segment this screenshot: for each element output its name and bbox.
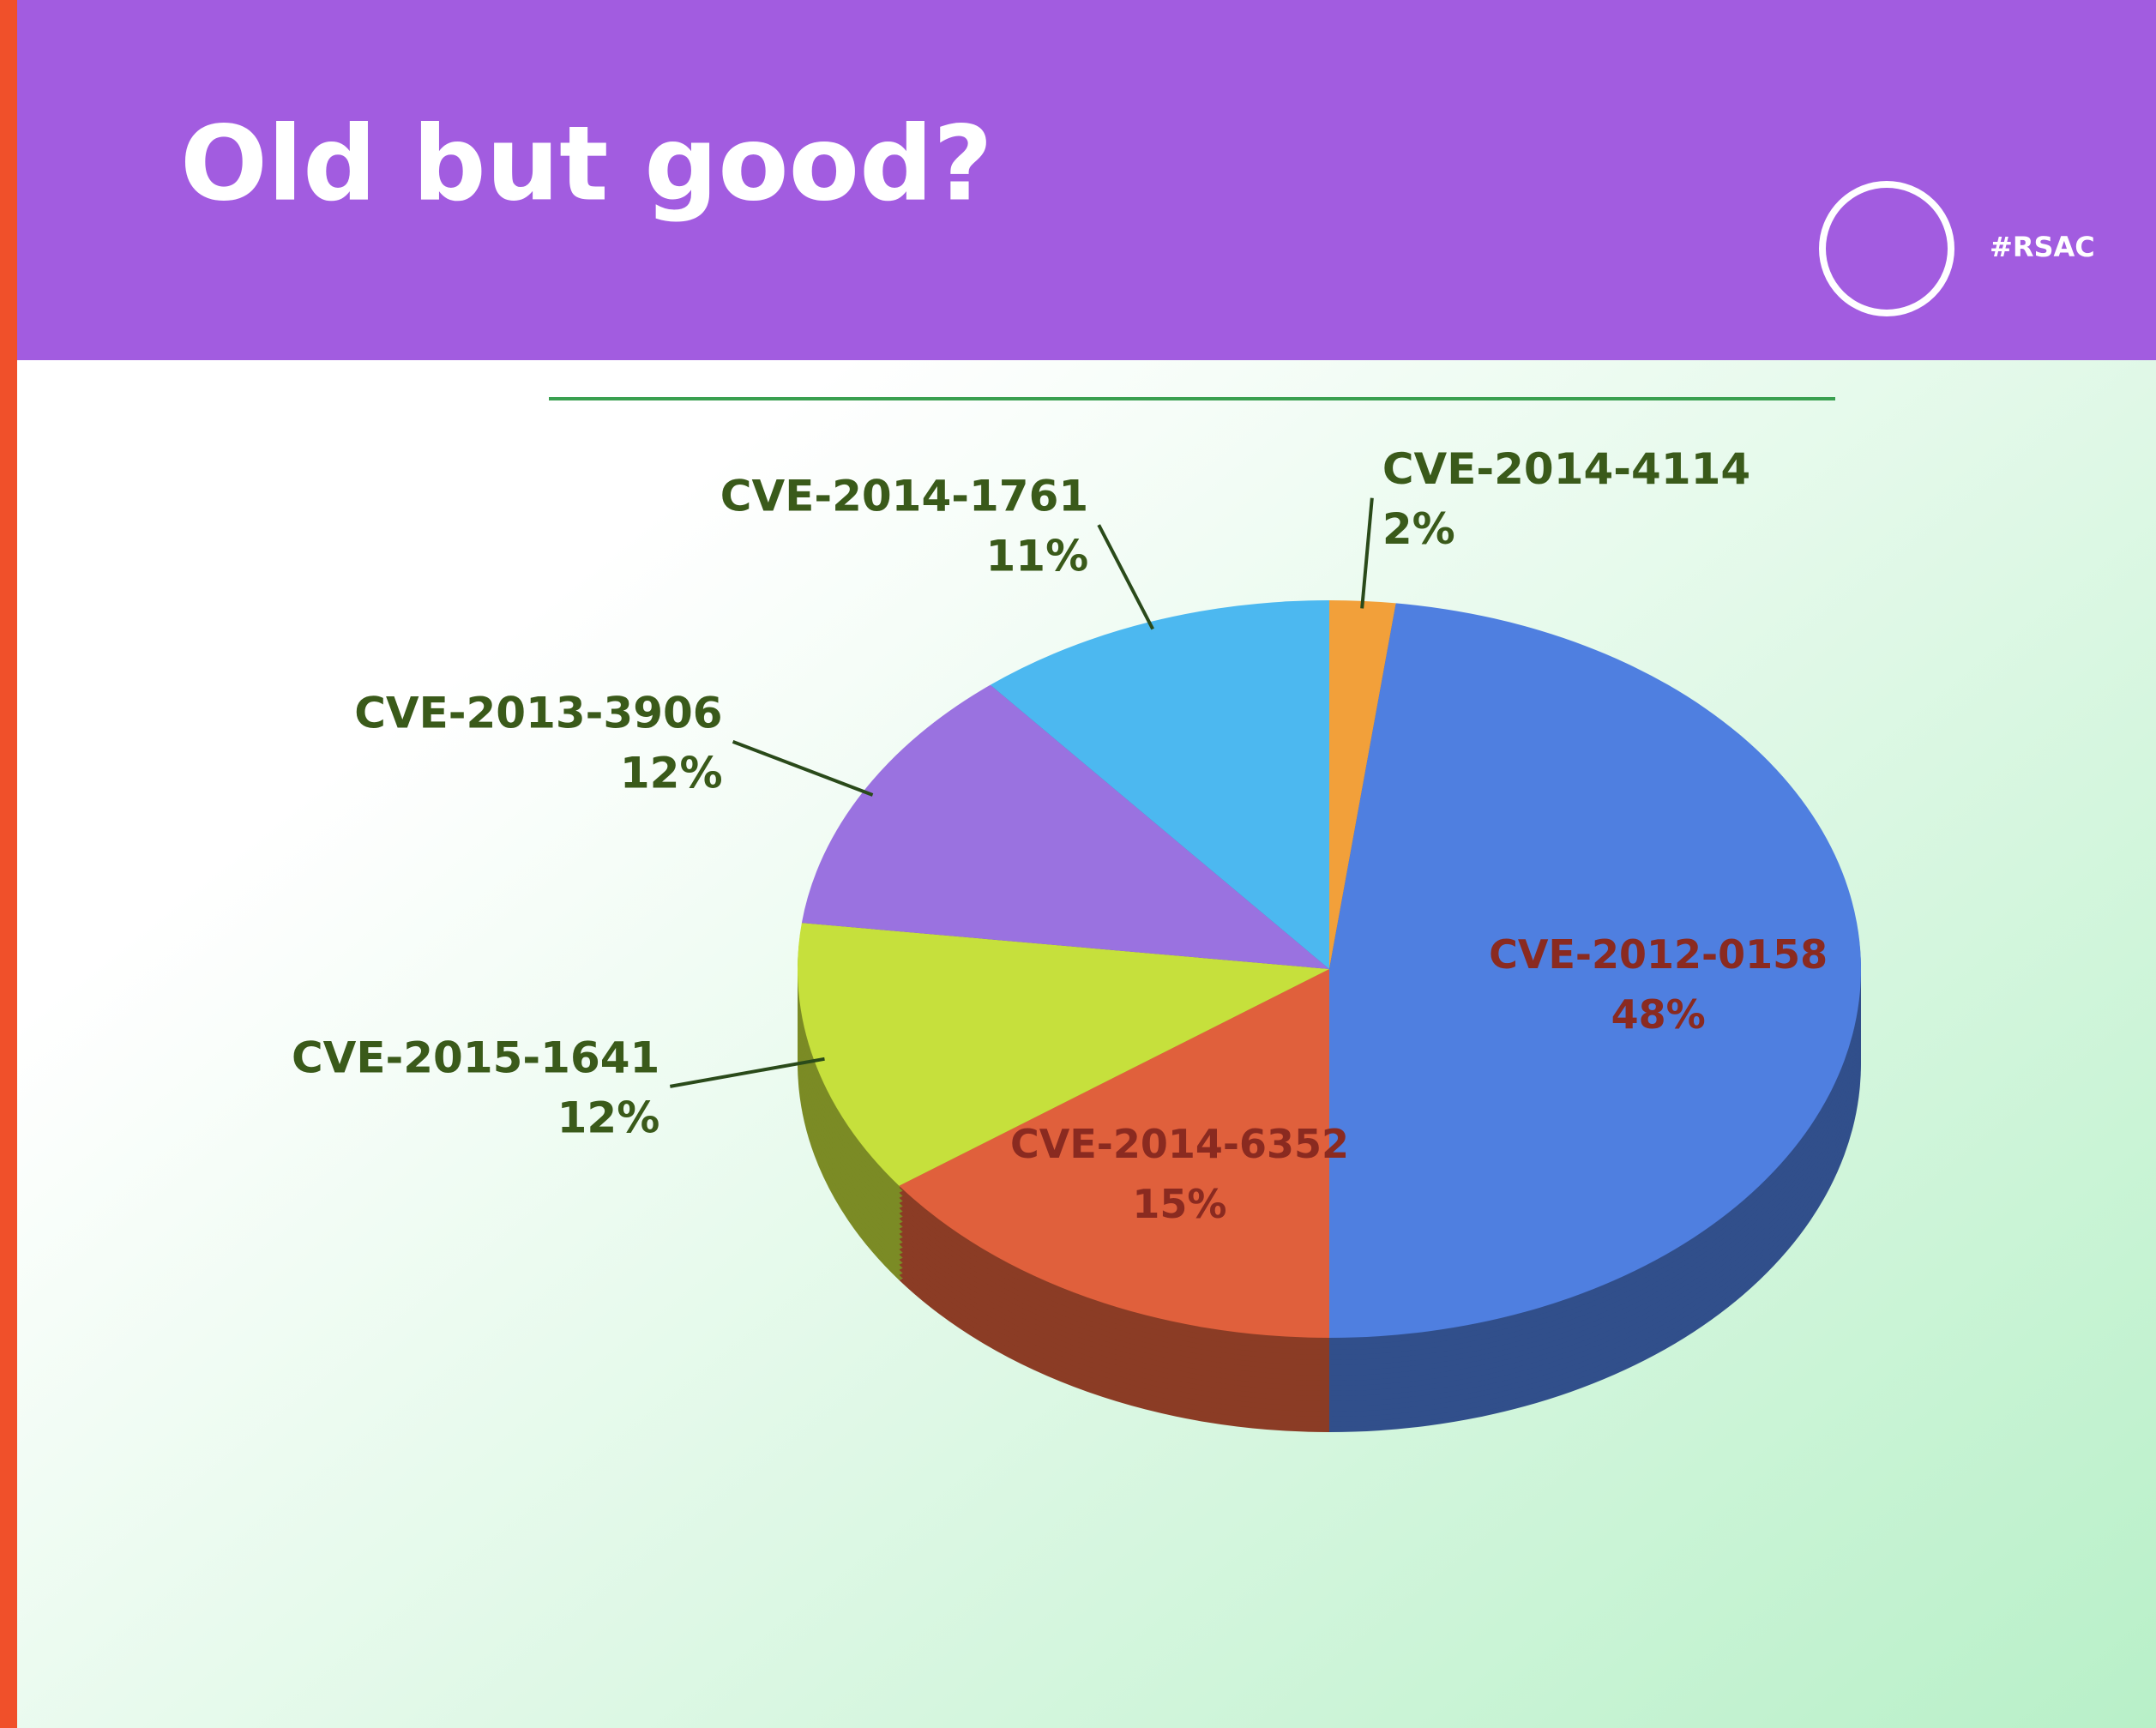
leader-line [1360,497,1374,609]
slice [1329,600,1396,969]
slice-percent: 48% [1611,991,1706,1038]
left-edge [0,0,17,1728]
header-band [0,0,2156,360]
slice-percent: 2% [1382,504,1455,554]
slice-percent: 12% [557,1093,660,1142]
slice-label: CVE-2013-3906 [354,688,722,738]
slice-label: CVE-2014-6352 [1010,1121,1349,1167]
slice-label: CVE-2015-1641 [292,1033,659,1082]
slice-percent: 11% [985,532,1088,581]
badge: #RSAC [1990,231,2095,263]
slice-percent: 15% [1132,1181,1226,1227]
leader-line [732,739,874,797]
slice-label: CVE-2012-0158 [1489,931,1828,978]
slide-title: Old but good? [180,105,993,225]
leader-line [669,1057,825,1088]
slice [797,923,1329,1186]
slice [801,684,1329,969]
slice-label: CVE-2014-4114 [1382,444,1750,494]
slice [990,600,1329,969]
slice-label: CVE-2014-1761 [720,472,1088,521]
slice-percent: 12% [620,748,723,798]
slice [899,969,1329,1338]
leader-line [1097,524,1154,630]
logo [1819,181,1954,316]
pie-chart: CVE-2014-4114 2% CVE-2012-0158 48% CVE-2014-… [292,444,1862,1432]
slice [1329,603,1862,1339]
